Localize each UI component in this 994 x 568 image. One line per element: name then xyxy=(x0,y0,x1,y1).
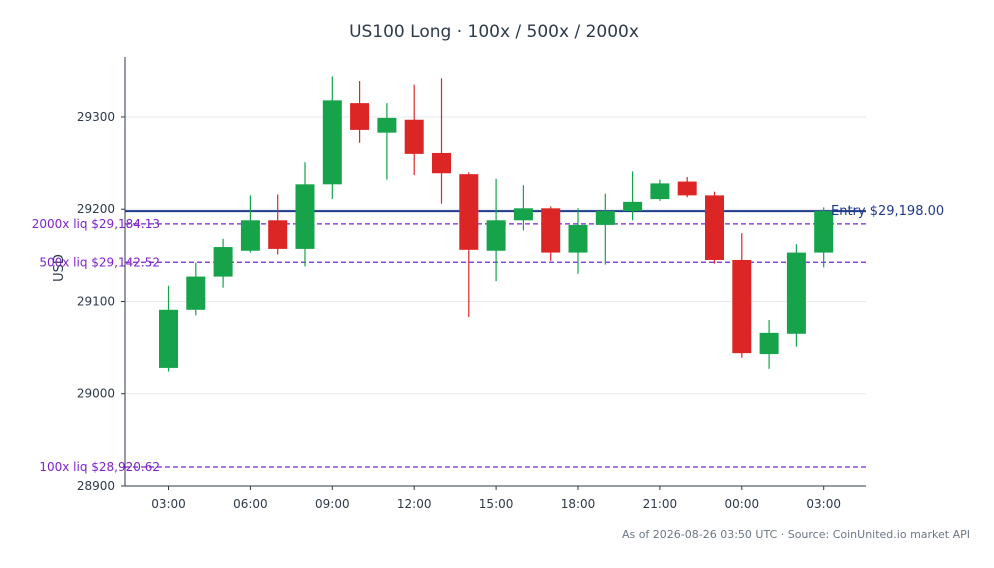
candle-body xyxy=(732,259,752,354)
x-tick-label: 03:00 xyxy=(151,497,186,511)
candle-body xyxy=(595,211,615,225)
candle-body xyxy=(486,220,506,251)
x-tick-label: 21:00 xyxy=(643,497,678,511)
candle-up xyxy=(213,238,233,288)
candle-up xyxy=(759,319,779,369)
candle-body xyxy=(677,181,697,196)
chart-footer: As of 2026-08-26 03:50 UTC · Source: Coi… xyxy=(622,528,970,541)
candle-body xyxy=(186,276,206,310)
candle-body xyxy=(705,195,724,260)
candle-body xyxy=(240,220,260,251)
y-tick-label: 29100 xyxy=(77,294,115,308)
candle-down xyxy=(677,176,697,198)
candle-up xyxy=(786,244,806,347)
candle-body xyxy=(623,201,643,212)
candle-body xyxy=(513,208,533,221)
candles xyxy=(159,76,834,372)
candle-body xyxy=(404,119,424,154)
candle-body xyxy=(350,103,370,130)
x-tick-label: 12:00 xyxy=(397,497,432,511)
y-tick-label: 29000 xyxy=(77,387,115,401)
y-tick-label: 29300 xyxy=(77,110,115,124)
candle-up xyxy=(568,208,588,274)
candle-down xyxy=(350,80,370,143)
candle-body xyxy=(268,220,288,249)
candle-up xyxy=(814,207,834,268)
candle-down xyxy=(459,172,479,318)
candle-up xyxy=(595,193,615,265)
candle-up xyxy=(295,162,315,267)
x-tick-label: 18:00 xyxy=(561,497,596,511)
candle-body xyxy=(459,174,479,250)
x-tick-label: 06:00 xyxy=(233,497,268,511)
candle-up xyxy=(240,195,260,253)
candle-down xyxy=(268,194,288,255)
x-tick-label: 03:00 xyxy=(806,497,841,511)
candle-up xyxy=(322,76,342,200)
candle-up xyxy=(513,185,533,231)
candle-body xyxy=(786,252,806,334)
candle-up xyxy=(377,103,397,180)
candle-down xyxy=(432,78,451,204)
candle-down xyxy=(541,206,561,261)
candle-down xyxy=(732,233,752,358)
candle-up xyxy=(650,179,670,201)
entry-label: Entry $29,198.00 xyxy=(831,204,944,219)
candle-body xyxy=(377,117,397,133)
candle-body xyxy=(814,211,834,253)
candle-body xyxy=(650,183,670,200)
x-tick-label: 09:00 xyxy=(315,497,350,511)
liquidation-label: 100x liq $28,920.62 xyxy=(39,460,160,474)
y-tick-label: 29200 xyxy=(77,202,115,216)
y-axis-label: USD xyxy=(52,254,67,282)
candle-body xyxy=(213,247,233,277)
liquidation-label: 2000x liq $29,184.13 xyxy=(32,217,160,231)
candle-up xyxy=(623,171,643,221)
x-tick-label: 00:00 xyxy=(725,497,760,511)
candle-body xyxy=(759,332,779,355)
level-labels: Entry $29,198.00 2000x liq $29,184.13 500x… xyxy=(32,204,944,474)
chart-title: US100 Long · 100x / 500x / 2000x xyxy=(349,22,639,42)
liquidation-label: 500x liq $29,142.52 xyxy=(39,255,160,269)
candle-body xyxy=(541,208,561,253)
candle-down xyxy=(404,84,424,176)
y-tick-label: 28900 xyxy=(77,479,115,493)
candle-body xyxy=(322,100,342,185)
candle-down xyxy=(705,191,724,264)
candle-body xyxy=(568,224,588,253)
candle-up xyxy=(486,178,506,282)
candle-up xyxy=(159,285,178,372)
candle-body xyxy=(432,152,451,174)
x-tick-label: 15:00 xyxy=(479,497,514,511)
axes: 28900 29000 29100 29200 29300 03:00 06:00 09:00… xyxy=(77,57,866,511)
candle-body xyxy=(295,184,315,249)
candle-body xyxy=(159,309,178,368)
candle-up xyxy=(186,262,206,316)
